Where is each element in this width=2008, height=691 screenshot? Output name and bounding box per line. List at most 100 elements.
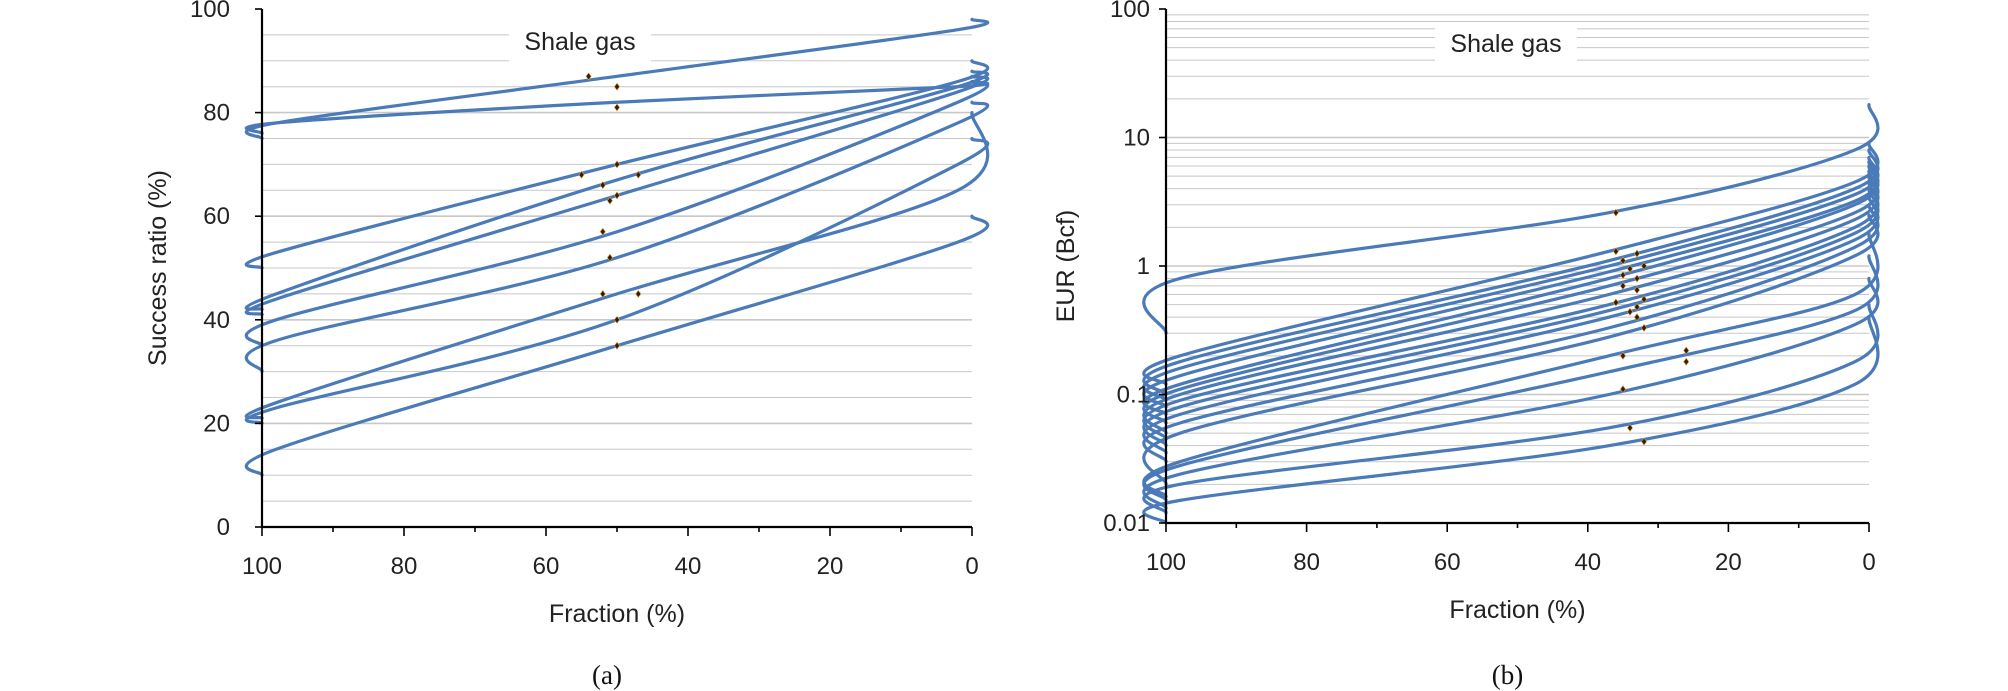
x-tick-label: 60 xyxy=(533,553,560,580)
series-line-14 xyxy=(1142,231,1880,499)
data-marker xyxy=(635,170,642,179)
series-line-18 xyxy=(1142,315,1880,525)
series-line-17 xyxy=(1142,303,1880,515)
series-line-6 xyxy=(1142,164,1880,416)
series-line-11 xyxy=(1142,194,1880,455)
data-marker xyxy=(1619,281,1626,290)
x-tick-label: 40 xyxy=(675,553,702,580)
y-tick-label: 10 xyxy=(1123,125,1150,152)
y-tick-label: 0.1 xyxy=(1117,382,1150,409)
marker-group xyxy=(1612,208,1690,446)
data-marker xyxy=(614,315,620,324)
series-line-9 xyxy=(1142,180,1880,441)
data-marker xyxy=(585,72,592,81)
y-axis-title: Success ratio (%) xyxy=(144,170,172,366)
data-marker xyxy=(1634,274,1640,283)
series-line-2 xyxy=(244,79,990,135)
series-line-10 xyxy=(1142,187,1880,448)
data-marker xyxy=(1634,286,1640,295)
y-tick-label: 100 xyxy=(190,0,230,23)
series-line-16 xyxy=(1142,276,1880,510)
series-group xyxy=(1142,103,1880,525)
data-marker xyxy=(614,82,620,91)
ticks xyxy=(255,8,973,536)
panel-caption: (a) xyxy=(592,660,622,690)
data-marker xyxy=(614,341,620,350)
data-marker xyxy=(1683,346,1690,355)
x-axis-title: Fraction (%) xyxy=(549,600,685,628)
data-marker xyxy=(606,253,613,262)
data-marker xyxy=(1627,264,1633,273)
chart-title: Shale gas xyxy=(524,28,635,56)
data-marker xyxy=(1634,249,1640,258)
data-marker xyxy=(614,160,620,169)
data-marker xyxy=(1641,295,1648,304)
series-line-13 xyxy=(1142,213,1880,486)
data-marker xyxy=(1619,271,1626,280)
data-marker xyxy=(606,196,613,205)
data-marker xyxy=(1641,323,1648,332)
x-tick-label: 80 xyxy=(391,553,418,580)
data-marker xyxy=(599,181,606,190)
marker-group xyxy=(578,72,642,350)
y-axis-title: EUR (Bcf) xyxy=(1052,210,1080,323)
y-tick-label: 1 xyxy=(1137,253,1150,280)
series-line-3 xyxy=(1142,148,1880,397)
panel-caption: (b) xyxy=(1492,660,1523,690)
series-line-7 xyxy=(1142,169,1880,425)
series-line-8 xyxy=(244,111,990,420)
data-marker xyxy=(599,289,606,298)
series-line-8 xyxy=(1142,174,1880,435)
series-line-4 xyxy=(244,69,990,312)
y-tick-label: 40 xyxy=(203,307,230,334)
chart-title-background xyxy=(1435,25,1577,65)
data-marker xyxy=(635,289,642,298)
data-marker xyxy=(614,103,620,112)
data-marker xyxy=(599,227,606,236)
y-tick-label: 20 xyxy=(203,410,230,437)
y-tick-label: 80 xyxy=(203,100,230,127)
x-tick-label: 0 xyxy=(1862,549,1875,576)
data-marker xyxy=(1627,307,1633,316)
data-marker xyxy=(1634,302,1640,311)
y-tick-label: 100 xyxy=(1110,0,1150,23)
data-marker xyxy=(1612,247,1619,256)
data-marker xyxy=(1619,351,1626,360)
x-tick-label: 20 xyxy=(1715,549,1742,576)
chart-panel-a: 100 80 60 40 20 0 0 20 40 60 80 100 Shale gas Fractio… xyxy=(144,0,990,690)
data-marker xyxy=(614,191,620,200)
x-tick-label: 0 xyxy=(965,553,978,580)
data-marker xyxy=(1619,256,1626,265)
y-tick-label: 0.01 xyxy=(1103,510,1150,537)
series-line-15 xyxy=(1142,254,1880,502)
y-tick-label: 0 xyxy=(217,514,230,541)
data-marker xyxy=(1612,298,1619,307)
chart-panel-b: 100 80 60 40 20 0 0.01 0.1 1 10 100 Shale gas Fracti… xyxy=(1052,0,1880,690)
series-line-2 xyxy=(1142,141,1880,386)
data-marker xyxy=(1619,385,1626,394)
chart-title: Shale gas xyxy=(1450,30,1561,58)
series-line-6 xyxy=(244,79,990,348)
chart-title-background xyxy=(509,23,651,63)
series-line-1 xyxy=(1142,103,1880,335)
x-tick-label: 40 xyxy=(1574,549,1601,576)
ticks xyxy=(1159,8,1870,532)
data-marker xyxy=(1612,208,1619,217)
data-marker xyxy=(1627,423,1633,432)
x-tick-label: 60 xyxy=(1434,549,1461,576)
x-axis-title: Fraction (%) xyxy=(1449,596,1585,624)
x-tick-label: 80 xyxy=(1293,549,1320,576)
data-marker xyxy=(1641,261,1648,271)
series-line-7 xyxy=(244,100,990,374)
data-marker xyxy=(1683,357,1690,366)
series-line-5 xyxy=(1142,159,1880,409)
x-tick-label: 100 xyxy=(1146,549,1186,576)
series-line-4 xyxy=(1142,155,1880,402)
series-line-12 xyxy=(1142,203,1880,464)
x-tick-label: 20 xyxy=(817,553,844,580)
data-marker xyxy=(1634,313,1640,322)
data-marker xyxy=(1641,437,1648,446)
y-tick-label: 60 xyxy=(203,203,230,230)
data-marker xyxy=(578,170,585,179)
